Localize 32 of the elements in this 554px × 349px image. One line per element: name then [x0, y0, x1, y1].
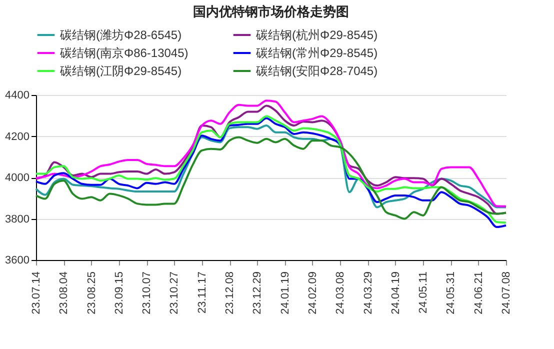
y-tick-label: 3600 [5, 254, 30, 266]
legend-label: 碳结钢(南京Φ86-13045) [59, 46, 188, 60]
x-tick-label: 24.03.29 [362, 272, 374, 314]
x-tick-label: 23.12.29 [252, 272, 264, 314]
x-tick-label: 23.08.04 [58, 272, 70, 314]
x-tick-label: 24.06.21 [472, 272, 485, 314]
y-tick-label: 4400 [5, 90, 30, 102]
x-tick-label: 23.09.15 [113, 272, 126, 314]
x-tick-label: 23.10.27 [168, 272, 181, 314]
y-tick-label: 4000 [5, 172, 30, 184]
legend-label: 碳结钢(常州Φ29-8545) [255, 46, 378, 60]
x-tick-label: 24.05.11 [418, 272, 430, 314]
x-tick-label: 23.11.17 [196, 272, 208, 314]
chart-title: 国内优特钢市场价格走势图 [193, 4, 349, 19]
line-series [35, 124, 507, 208]
x-tick-label: 23.10.07 [141, 272, 154, 314]
x-tick-label: 23.12.08 [224, 272, 236, 314]
legend-label: 碳结钢(潍坊Φ28-6545) [59, 28, 182, 42]
legend-label: 碳结钢(江阴Φ29-8545) [59, 64, 182, 78]
line-series [35, 136, 507, 220]
y-tick-label: 3800 [5, 213, 30, 226]
x-tick-label: 24.01.19 [279, 272, 292, 314]
x-tick-label: 23.08.25 [86, 272, 98, 314]
legend-label: 碳结钢(安阳Φ28-7045) [255, 64, 378, 78]
x-tick-label: 24.05.31 [445, 272, 458, 314]
legend-label: 碳结钢(杭州Φ29-8545) [255, 28, 378, 42]
y-tick-label: 4200 [5, 130, 30, 143]
x-tick-label: 23.07.14 [30, 272, 42, 314]
x-tick-label: 24.04.19 [390, 272, 402, 314]
x-tick-label: 24.02.09 [306, 272, 319, 314]
x-tick-label: 24.07.08 [500, 272, 512, 314]
x-tick-label: 24.03.08 [334, 272, 347, 314]
